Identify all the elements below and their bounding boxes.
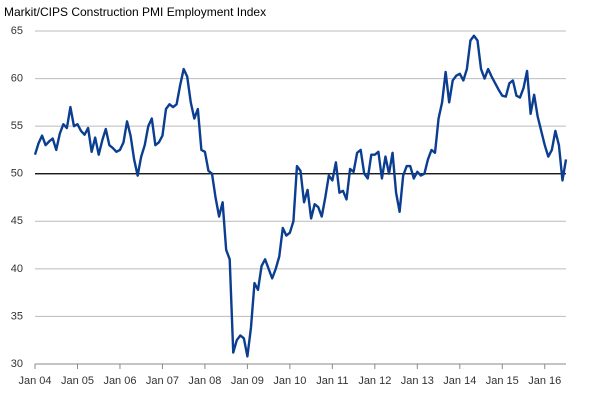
- y-tick-label: 35: [11, 310, 23, 322]
- y-tick-label: 50: [11, 168, 23, 180]
- x-tick-label: Jan 10: [273, 375, 306, 387]
- x-tick-label: Jan 08: [188, 375, 221, 387]
- x-tick-label: Jan 15: [486, 375, 519, 387]
- y-tick-label: 65: [11, 25, 23, 37]
- y-tick-label: 45: [11, 215, 23, 227]
- x-tick-label: Jan 05: [61, 375, 94, 387]
- x-tick-label: Jan 12: [358, 375, 391, 387]
- y-tick-label: 60: [11, 72, 23, 84]
- y-tick-label: 40: [11, 263, 23, 275]
- x-tick-label: Jan 06: [103, 375, 136, 387]
- x-tick-label: Jan 09: [231, 375, 264, 387]
- x-tick-label: Jan 16: [528, 375, 561, 387]
- x-tick-label: Jan 07: [146, 375, 179, 387]
- y-tick-label: 30: [11, 358, 23, 370]
- chart-title: Markit/CIPS Construction PMI Employment …: [4, 5, 266, 19]
- x-tick-label: Jan 11: [316, 375, 348, 387]
- x-tick-label: Jan 14: [443, 375, 476, 387]
- x-tick-label: Jan 04: [18, 375, 51, 387]
- y-tick-label: 55: [11, 120, 23, 132]
- x-tick-label: Jan 13: [401, 375, 434, 387]
- data-line: [33, 34, 568, 358]
